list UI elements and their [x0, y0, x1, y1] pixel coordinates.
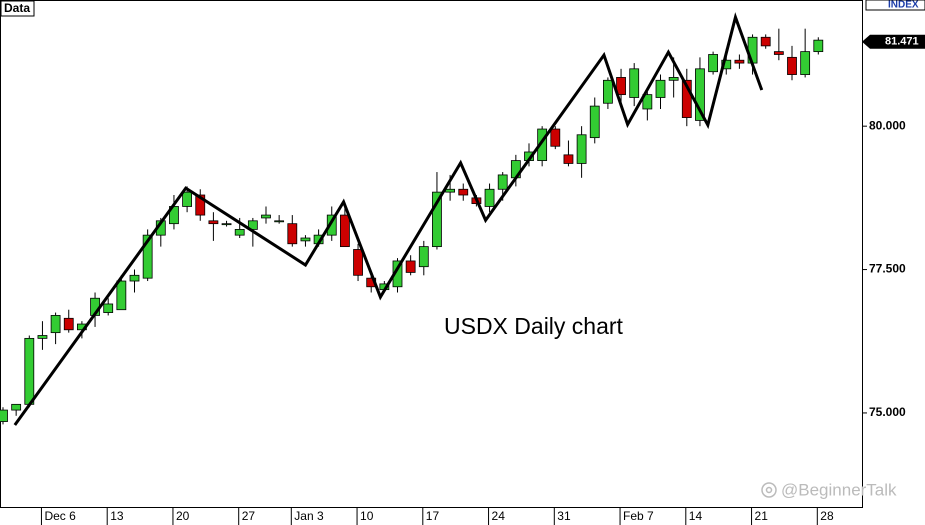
candle-body	[116, 280, 127, 311]
last-price-marker	[862, 34, 925, 49]
candle-body	[563, 154, 574, 164]
candle-body	[326, 214, 337, 236]
candle-body	[708, 54, 718, 73]
candle-body	[603, 79, 613, 104]
candle-body	[721, 59, 732, 70]
candle-body	[37, 335, 48, 339]
candle-body	[274, 220, 285, 223]
x-tick-label: 20	[176, 509, 190, 523]
candle-body	[655, 79, 666, 98]
candle-body	[50, 315, 61, 334]
candle-body	[497, 174, 508, 190]
candle-body	[405, 260, 416, 273]
candle-body	[616, 77, 626, 96]
candle-body	[182, 191, 193, 207]
candle-body	[261, 214, 271, 219]
candle-body	[11, 403, 22, 411]
candle-body	[760, 36, 771, 47]
x-tick-label: 10	[360, 509, 374, 523]
candle-body	[142, 234, 153, 279]
candle-body	[24, 337, 35, 405]
x-tick-label: Feb 7	[623, 509, 654, 523]
candle-body	[353, 249, 363, 276]
x-tick-label: 31	[557, 509, 571, 523]
candle-body	[773, 51, 784, 55]
candle-body	[550, 128, 561, 147]
watermark-icon	[761, 482, 777, 498]
candle-body	[668, 77, 679, 81]
index-box	[865, 0, 925, 11]
candle-body	[642, 94, 653, 110]
x-tick-label: 28	[820, 509, 834, 523]
candle-body	[695, 68, 705, 121]
x-tick-label: Dec 6	[44, 509, 76, 523]
chart-title: USDX Daily chart	[444, 313, 624, 339]
x-tick-label: 21	[755, 509, 769, 523]
candle-body	[787, 56, 797, 75]
candle-body	[418, 246, 429, 268]
candle-body	[445, 188, 456, 193]
watermark: @BeginnerTalk	[781, 480, 897, 499]
candle-body	[813, 39, 824, 53]
legend-label: Data	[4, 1, 30, 15]
candle-body	[287, 223, 298, 245]
x-tick-label: 27	[242, 509, 256, 523]
candle-body	[234, 229, 245, 236]
candle-body	[129, 274, 140, 282]
candle-body	[589, 105, 600, 139]
index-label: INDEX	[888, 0, 919, 11]
x-tick-label: 17	[426, 509, 440, 523]
candle-body	[300, 237, 311, 242]
x-tick-label: Jan 3	[294, 509, 324, 523]
last-price-label: 81.471	[885, 36, 919, 48]
candle-body	[432, 191, 442, 248]
plot-frame	[0, 0, 863, 508]
candle-body	[800, 51, 811, 75]
x-tick-label: 14	[689, 509, 703, 523]
candle-body	[681, 79, 692, 118]
candle-body	[576, 134, 587, 164]
candle-body	[537, 128, 548, 161]
x-tick-label: 13	[110, 509, 124, 523]
zigzag-line	[13, 12, 764, 426]
y-tick-label: 80.000	[869, 118, 906, 132]
legend-box	[0, 0, 35, 17]
candle-body	[339, 214, 350, 248]
candle-body	[734, 59, 745, 64]
candle-body	[221, 223, 232, 226]
y-tick-label: 75.000	[869, 405, 906, 419]
candle-body	[103, 303, 114, 313]
candle-body	[208, 220, 219, 225]
candle-body	[63, 317, 74, 331]
candle-body	[629, 68, 640, 98]
y-tick-label: 77.500	[869, 262, 906, 276]
candle-body	[484, 188, 495, 207]
candle-body	[195, 194, 206, 216]
x-tick-label: 24	[492, 509, 506, 523]
candle-body	[458, 188, 469, 196]
candle-body	[0, 409, 8, 422]
